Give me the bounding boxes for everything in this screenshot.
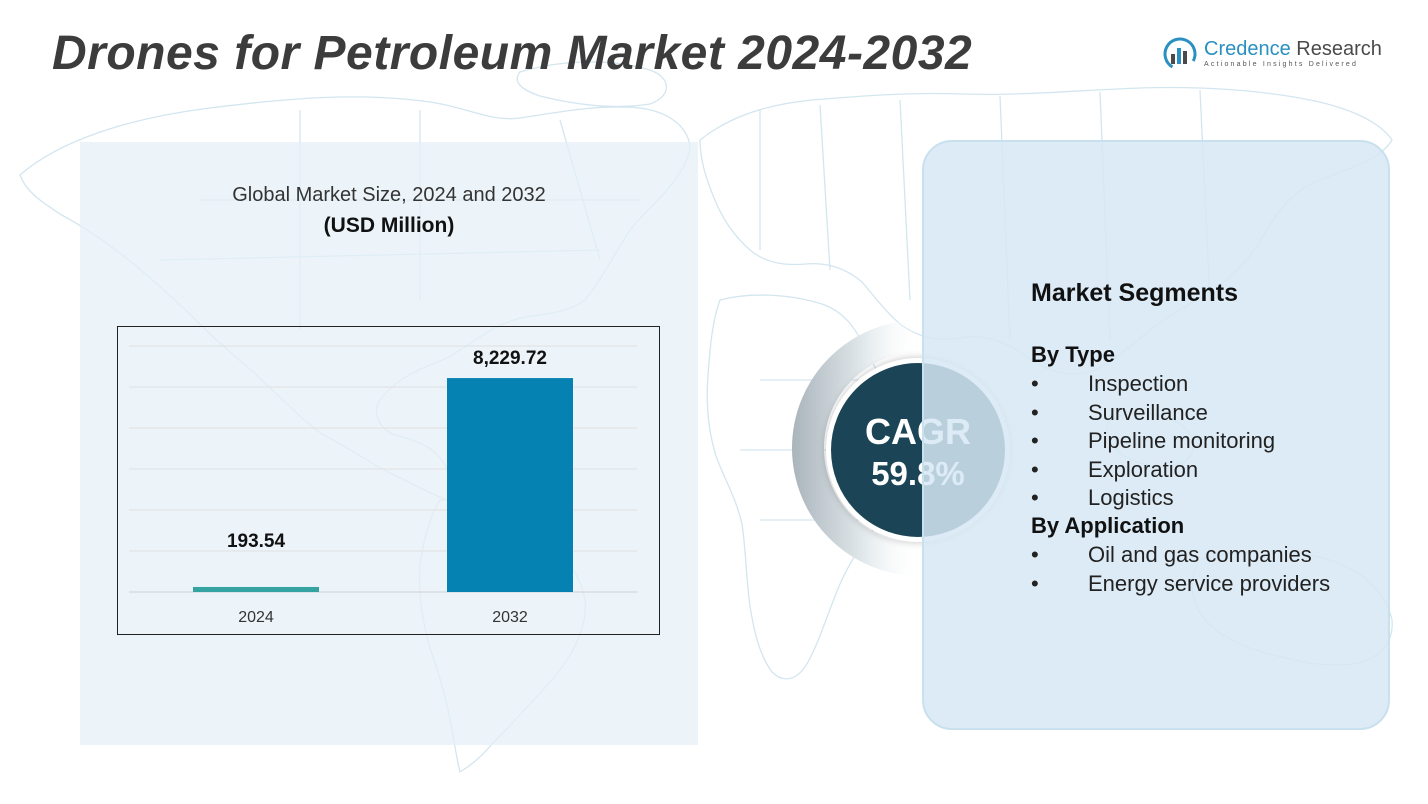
segment-item-pipeline-monitoring: • Pipeline monitoring: [1031, 428, 1275, 454]
credence-research-logo[interactable]: Credence Research Actionable Insights De…: [1162, 36, 1402, 76]
segment-item-exploration: • Exploration: [1031, 457, 1198, 483]
cagr-arc-decoration: [792, 320, 920, 576]
bullet: •: [1031, 371, 1039, 396]
logo-name: Credence Research: [1204, 38, 1382, 61]
bullet: •: [1031, 571, 1039, 596]
segment-group-by-type: By Type: [1031, 342, 1115, 367]
segment-item-oil-and-gas-companies: • Oil and gas companies: [1031, 542, 1312, 568]
chart-unit-label: (USD Million): [323, 214, 455, 237]
segment-item-logistics: • Logistics: [1031, 485, 1174, 511]
segment-item-inspection: • Inspection: [1031, 371, 1188, 397]
segment-item-label: Oil and gas companies: [1088, 542, 1312, 567]
segment-item-label: Logistics: [1088, 485, 1174, 510]
logo-name-credence: Credence: [1204, 38, 1291, 60]
logo-tagline: Actionable Insights Delivered: [1204, 61, 1359, 68]
bullet: •: [1031, 428, 1039, 453]
bullet: •: [1031, 542, 1039, 567]
segment-item-energy-service-providers: • Energy service providers: [1031, 571, 1330, 597]
category-label-2024: 2024: [238, 609, 274, 626]
chart-frame: [117, 326, 660, 635]
bullet: •: [1031, 485, 1039, 510]
segment-item-label: Exploration: [1088, 457, 1199, 482]
data-label-2024: 193.54: [227, 531, 286, 552]
bar-chart: 193.54 2024 8,229.72 2032: [117, 326, 660, 635]
bar-2032: [447, 378, 573, 592]
market-segments-title: Market Segments: [1031, 279, 1239, 307]
segment-item-label: Surveillance: [1088, 400, 1208, 425]
category-label-2032: 2032: [492, 609, 528, 626]
logo-name-research: Research: [1296, 38, 1382, 60]
segment-item-label: Energy service providers: [1088, 571, 1331, 596]
market-size-chart-panel: Global Market Size, 2024 and 2032 (USD M…: [80, 142, 698, 745]
chart-title: Global Market Size, 2024 and 2032: [232, 184, 546, 206]
bar-chart-circle-icon: [1163, 37, 1197, 71]
bar-2024: [193, 586, 319, 592]
market-segments-panel: [922, 140, 1390, 730]
page-title: Drones for Petroleum Market 2024-2032: [52, 27, 973, 80]
bullet: •: [1031, 400, 1039, 425]
bullet: •: [1031, 457, 1039, 482]
data-label-2032: 8,229.72: [473, 348, 547, 369]
segment-item-label: Inspection: [1088, 371, 1189, 396]
segment-group-by-application: By Application: [1031, 513, 1185, 538]
segment-item-surveillance: • Surveillance: [1031, 400, 1208, 426]
segment-item-label: Pipeline monitoring: [1088, 428, 1276, 453]
